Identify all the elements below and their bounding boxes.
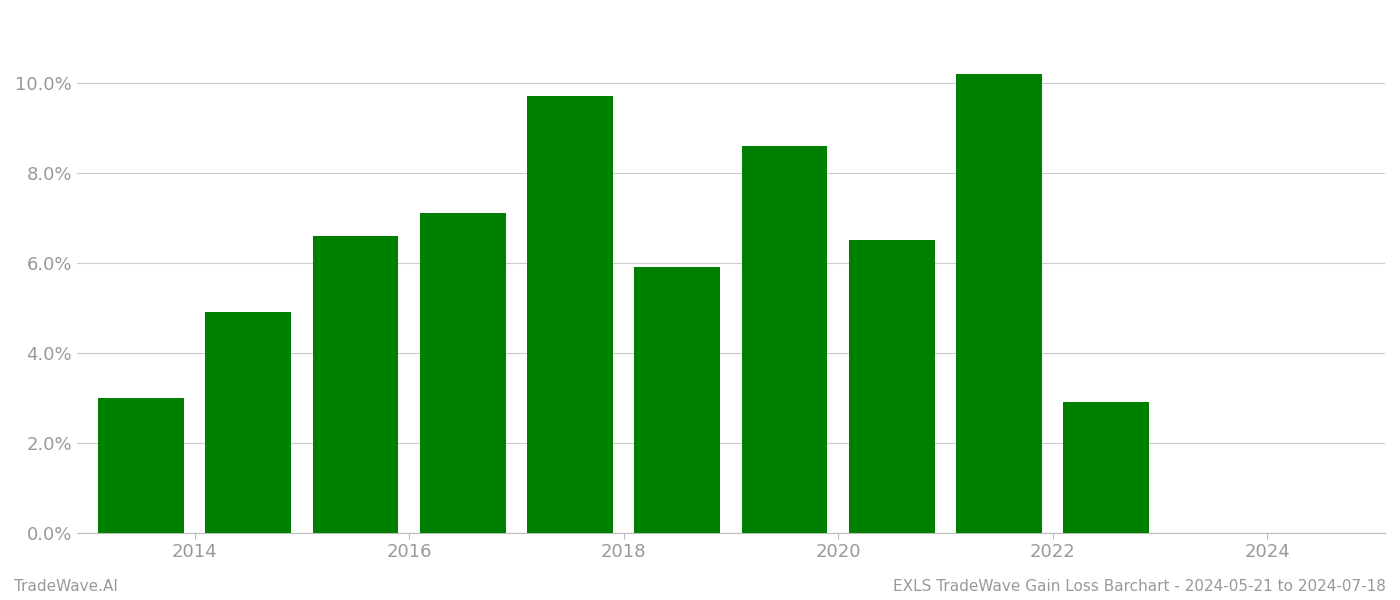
Bar [742,146,827,533]
Bar [1063,402,1149,533]
Bar [420,213,505,533]
Text: EXLS TradeWave Gain Loss Barchart - 2024-05-21 to 2024-07-18: EXLS TradeWave Gain Loss Barchart - 2024… [893,579,1386,594]
Text: TradeWave.AI: TradeWave.AI [14,579,118,594]
Bar [206,312,291,533]
Bar [312,236,399,533]
Bar [956,74,1042,533]
Bar [848,240,935,533]
Bar [526,96,613,533]
Bar [634,267,720,533]
Bar [98,398,183,533]
